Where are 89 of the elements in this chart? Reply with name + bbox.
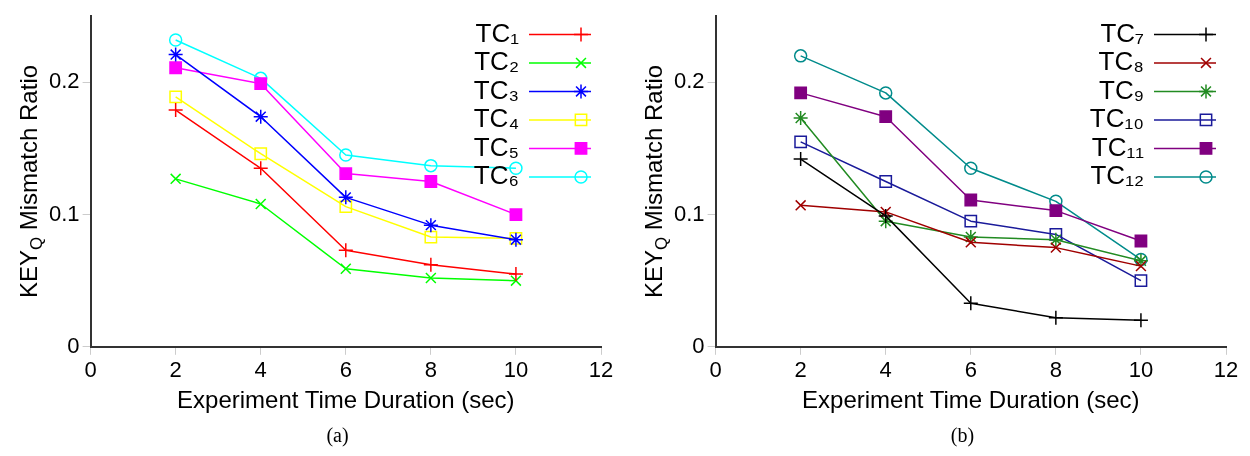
point <box>964 161 978 176</box>
x-tick-label: 0 <box>709 357 722 383</box>
point <box>1050 241 1062 254</box>
point <box>1048 231 1064 248</box>
y-tick-label: 0 <box>67 332 80 358</box>
legend-label: TC₇ <box>1100 17 1145 48</box>
point <box>252 108 269 125</box>
legend-label: TC₅ <box>473 131 519 162</box>
point <box>879 110 893 124</box>
point <box>1135 260 1147 272</box>
point <box>1134 274 1148 288</box>
point <box>963 295 979 311</box>
point <box>880 206 892 218</box>
point <box>1133 312 1149 329</box>
point <box>425 272 437 284</box>
x-tick-label: 2 <box>794 357 807 383</box>
legend-label: TC₁ <box>475 17 520 48</box>
point <box>255 198 267 210</box>
point <box>794 135 808 149</box>
point <box>340 263 352 275</box>
x-tick-label: 2 <box>169 357 182 383</box>
point <box>338 242 354 259</box>
text: (a) <box>325 424 349 446</box>
point <box>792 110 809 126</box>
y-tick-label: 0.2 <box>48 68 80 94</box>
point <box>339 148 353 162</box>
legend-label: TC₈ <box>1098 46 1144 77</box>
point <box>254 77 268 91</box>
point <box>794 86 808 100</box>
point <box>508 266 524 282</box>
legend-label: TC₄ <box>473 103 519 134</box>
point <box>168 33 183 47</box>
point <box>339 167 353 180</box>
y-tick-label: 0.1 <box>48 200 80 226</box>
legend-label: TC₁₂ <box>1090 160 1144 191</box>
point <box>879 175 893 188</box>
x-axis-title: Experiment Time Duration (sec) <box>177 386 515 414</box>
point <box>510 274 522 287</box>
point <box>964 214 978 228</box>
point <box>878 86 893 100</box>
point <box>169 61 183 75</box>
point <box>1049 227 1063 241</box>
x-axis-title: Experiment Time Duration (sec) <box>802 386 1140 414</box>
x-tick-label: 8 <box>1049 357 1062 383</box>
legend-label: TC₆ <box>473 160 519 191</box>
point <box>964 193 978 207</box>
x-tick-label: 10 <box>503 357 529 383</box>
y-tick-label: 0.2 <box>673 68 705 94</box>
point <box>252 160 269 177</box>
legend-label: TC₃ <box>473 74 519 105</box>
legend-label: TC₁₀ <box>1089 103 1144 134</box>
point <box>424 158 438 173</box>
legend-label: TC₁₁ <box>1091 131 1145 162</box>
point <box>423 217 439 233</box>
legend-label: TC₂ <box>474 46 519 77</box>
point <box>169 173 182 185</box>
point <box>338 189 354 206</box>
point <box>965 236 977 249</box>
point <box>509 208 523 221</box>
point <box>793 49 808 63</box>
x-tick-label: 8 <box>424 357 437 383</box>
y-tick-label: 0.1 <box>673 200 705 226</box>
x-tick-label: 12 <box>588 357 614 383</box>
point <box>1048 309 1064 326</box>
point <box>423 257 439 273</box>
point <box>339 200 353 214</box>
y-axis-title: KEYQ Mismatch Ratio <box>14 64 46 299</box>
point <box>963 229 979 245</box>
point <box>169 90 183 104</box>
x-tick-label: 0 <box>84 357 97 383</box>
text: (b) <box>949 424 975 446</box>
x-tick-label: 4 <box>254 357 267 383</box>
x-tick-label: 10 <box>1128 357 1154 383</box>
point <box>424 175 438 188</box>
point <box>424 230 438 244</box>
x-tick-label: 12 <box>1213 357 1239 383</box>
x-tick-label: 4 <box>879 357 892 383</box>
x-tick-label: 6 <box>339 357 352 383</box>
point <box>254 147 268 161</box>
point <box>167 102 184 118</box>
point <box>1049 204 1063 217</box>
legend-label: TC₉ <box>1099 74 1144 105</box>
point <box>792 151 809 167</box>
point <box>167 46 184 63</box>
point <box>877 208 894 224</box>
y-tick-label: 0 <box>692 332 705 358</box>
y-axis-title: KEYQ Mismatch Ratio <box>639 64 671 299</box>
x-tick-label: 6 <box>964 357 977 383</box>
point <box>794 199 807 211</box>
